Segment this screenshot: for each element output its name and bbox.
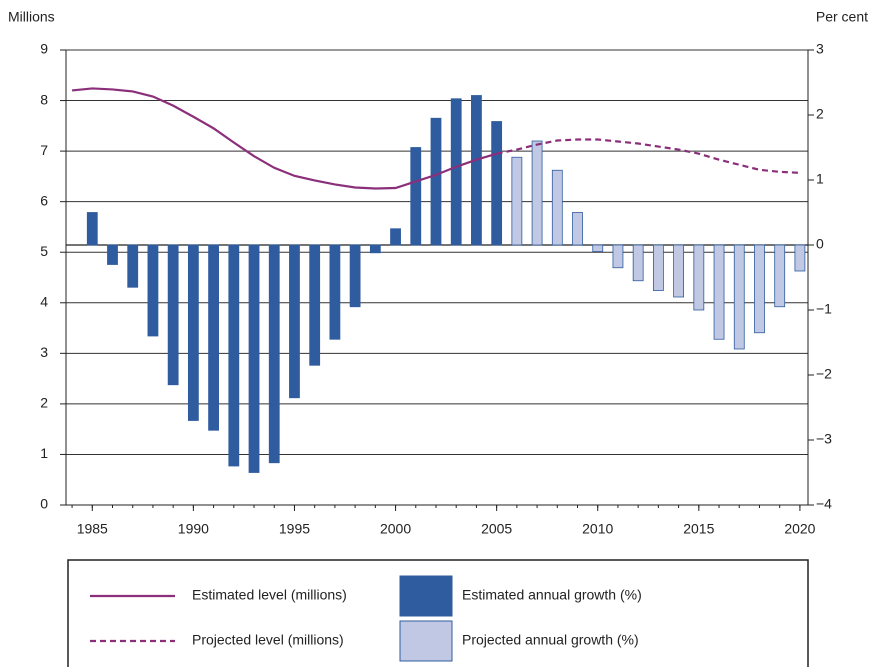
line	[496, 138, 800, 174]
y-tick-label: 8	[40, 91, 48, 107]
bar	[450, 98, 462, 246]
y2-axis-label: Per cent	[816, 9, 868, 25]
bar	[107, 244, 118, 265]
y2-tick-label: −1	[816, 301, 832, 317]
x-tick-label: 1985	[77, 521, 108, 537]
bar	[612, 244, 624, 269]
y2-tick-label: 3	[816, 41, 824, 57]
legend-label: Estimated level (millions)	[192, 587, 347, 603]
bar	[754, 244, 765, 334]
y-axis-label: Millions	[8, 9, 55, 25]
y-tick-label: 1	[40, 445, 48, 461]
bar	[410, 147, 422, 246]
bar	[268, 244, 280, 464]
y-tick-label: 2	[40, 395, 48, 411]
bar	[511, 156, 523, 246]
x-tick-label: 2000	[380, 521, 411, 537]
bar	[248, 244, 260, 473]
bar	[390, 228, 401, 246]
bar	[147, 244, 159, 337]
x-tick-label: 1990	[178, 521, 209, 537]
bar	[592, 244, 604, 252]
bar	[531, 140, 543, 246]
bar	[652, 244, 664, 291]
bar	[430, 117, 442, 246]
y2-tick-label: 1	[816, 171, 824, 187]
legend-label: Projected annual growth (%)	[462, 632, 639, 648]
legend-swatch	[399, 575, 453, 617]
bar	[794, 244, 806, 272]
bar	[329, 244, 341, 340]
bar	[349, 244, 361, 308]
bar	[289, 244, 300, 399]
bar	[632, 244, 644, 282]
legend-swatch	[399, 620, 453, 662]
x-tick-label: 2015	[683, 521, 714, 537]
bar	[167, 244, 179, 386]
line	[71, 87, 497, 190]
bar	[551, 169, 563, 246]
bar	[693, 244, 705, 311]
bar	[309, 244, 321, 366]
y2-tick-label: −2	[816, 366, 832, 382]
y2-tick-label: −4	[816, 496, 832, 512]
bar	[491, 121, 503, 246]
bar	[187, 244, 199, 421]
bar	[369, 244, 381, 254]
y-tick-label: 4	[40, 293, 48, 309]
y2-tick-label: 0	[816, 236, 824, 252]
bar	[127, 244, 139, 288]
x-tick-label: 1995	[279, 521, 310, 537]
bar	[471, 95, 482, 246]
bar	[774, 244, 786, 308]
y-tick-label: 7	[40, 142, 48, 158]
bar	[713, 244, 725, 340]
legend-label: Projected level (millions)	[192, 632, 344, 648]
bar	[228, 244, 240, 467]
y-tick-label: 0	[40, 496, 48, 512]
y2-tick-label: −3	[816, 431, 832, 447]
bar	[572, 212, 583, 246]
legend-label: Estimated annual growth (%)	[462, 587, 642, 603]
x-tick-label: 2005	[481, 521, 512, 537]
bar	[86, 212, 98, 246]
y2-tick-label: 2	[816, 106, 824, 122]
bar	[733, 244, 745, 350]
bar	[673, 244, 685, 298]
bar	[208, 244, 219, 431]
y-tick-label: 5	[40, 243, 48, 259]
y-tick-label: 9	[40, 41, 48, 57]
y-tick-label: 3	[40, 344, 48, 360]
y-tick-label: 6	[40, 192, 48, 208]
x-tick-label: 2020	[784, 521, 815, 537]
x-tick-label: 2010	[582, 521, 613, 537]
